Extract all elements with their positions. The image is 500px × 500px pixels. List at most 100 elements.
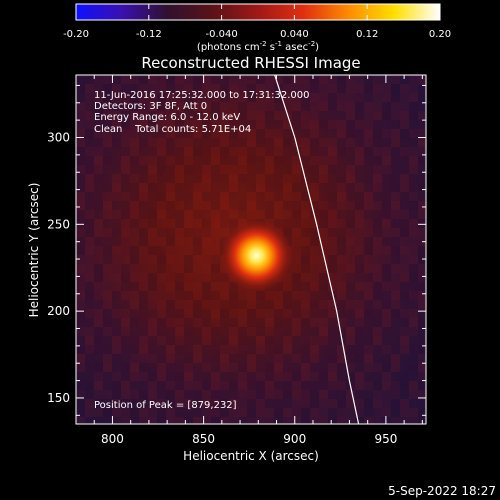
texture-cell <box>211 300 220 309</box>
texture-cell <box>274 75 283 84</box>
texture-cell <box>148 336 157 345</box>
texture-cell <box>346 255 355 264</box>
colorbar-gradient <box>75 3 441 21</box>
texture-cell <box>319 129 328 138</box>
texture-cell <box>355 264 364 273</box>
texture-cell <box>229 219 238 228</box>
texture-cell <box>211 309 220 318</box>
texture-cell <box>220 354 229 363</box>
texture-cell <box>373 192 382 201</box>
texture-cell <box>238 327 247 336</box>
texture-cell <box>400 291 409 300</box>
texture-cell <box>175 120 184 129</box>
texture-cell <box>355 291 364 300</box>
texture-cell <box>184 75 193 84</box>
texture-cell <box>328 363 337 372</box>
texture-cell <box>211 246 220 255</box>
texture-cell <box>202 228 211 237</box>
texture-cell <box>337 120 346 129</box>
texture-cell <box>202 345 211 354</box>
texture-cell <box>121 174 130 183</box>
texture-cell <box>166 246 175 255</box>
texture-cell <box>112 363 121 372</box>
texture-cell <box>382 372 391 381</box>
texture-cell <box>310 93 319 102</box>
texture-cell <box>247 363 256 372</box>
texture-cell <box>85 363 94 372</box>
texture-cell <box>130 399 139 408</box>
texture-cell <box>184 246 193 255</box>
texture-cell <box>211 210 220 219</box>
texture-cell <box>85 120 94 129</box>
texture-cell <box>94 363 103 372</box>
texture-cell <box>274 336 283 345</box>
texture-cell <box>247 192 256 201</box>
texture-cell <box>364 201 373 210</box>
texture-cell <box>130 102 139 111</box>
texture-cell <box>112 111 121 120</box>
texture-cell <box>130 192 139 201</box>
texture-cell <box>256 318 265 327</box>
texture-cell <box>175 93 184 102</box>
texture-cell <box>202 129 211 138</box>
texture-cell <box>76 417 85 424</box>
texture-cell <box>337 354 346 363</box>
texture-cell <box>76 399 85 408</box>
texture-cell <box>292 399 301 408</box>
texture-cell <box>103 390 112 399</box>
texture-cell <box>229 165 238 174</box>
texture-cell <box>175 219 184 228</box>
texture-cell <box>85 354 94 363</box>
texture-cell <box>418 345 426 354</box>
texture-cell <box>166 336 175 345</box>
texture-cell <box>211 408 220 417</box>
texture-cell <box>211 165 220 174</box>
texture-cell <box>328 282 337 291</box>
texture-cell <box>292 228 301 237</box>
texture-cell <box>139 111 148 120</box>
texture-cell <box>283 120 292 129</box>
texture-cell <box>148 183 157 192</box>
texture-cell <box>211 390 220 399</box>
texture-cell <box>355 363 364 372</box>
texture-cell <box>121 300 130 309</box>
texture-cell <box>85 84 94 93</box>
texture-cell <box>274 120 283 129</box>
texture-cell <box>157 399 166 408</box>
texture-cell <box>193 372 202 381</box>
texture-cell <box>193 174 202 183</box>
texture-cell <box>130 75 139 84</box>
texture-cell <box>130 336 139 345</box>
texture-cell <box>76 282 85 291</box>
texture-cell <box>76 255 85 264</box>
texture-cell <box>337 264 346 273</box>
texture-cell <box>103 282 112 291</box>
texture-cell <box>148 327 157 336</box>
texture-cell <box>373 93 382 102</box>
texture-cell <box>382 282 391 291</box>
texture-cell <box>391 183 400 192</box>
texture-cell <box>85 264 94 273</box>
texture-cell <box>292 237 301 246</box>
texture-cell <box>382 381 391 390</box>
texture-cell <box>346 228 355 237</box>
texture-cell <box>139 228 148 237</box>
texture-cell <box>355 318 364 327</box>
texture-cell <box>193 417 202 424</box>
texture-cell <box>310 192 319 201</box>
texture-cell <box>220 309 229 318</box>
texture-cell <box>103 291 112 300</box>
texture-cell <box>355 354 364 363</box>
texture-cell <box>319 273 328 282</box>
texture-cell <box>400 102 409 111</box>
texture-cell <box>373 363 382 372</box>
texture-cell <box>283 138 292 147</box>
texture-cell <box>373 129 382 138</box>
texture-cell <box>319 255 328 264</box>
texture-cell <box>139 345 148 354</box>
texture-cell <box>292 219 301 228</box>
texture-cell <box>166 102 175 111</box>
texture-cell <box>328 201 337 210</box>
texture-cell <box>175 300 184 309</box>
texture-cell <box>94 282 103 291</box>
